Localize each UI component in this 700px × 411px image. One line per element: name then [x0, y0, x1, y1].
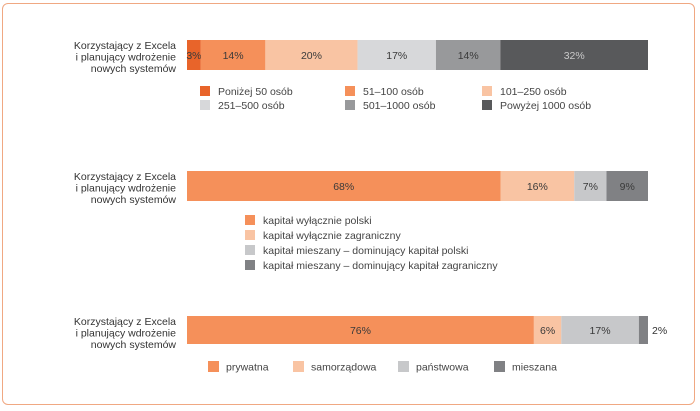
bar-segment	[187, 316, 534, 344]
data-label: 20%	[301, 50, 322, 62]
bar-segment	[638, 316, 648, 344]
category-label: nowych systemów	[91, 339, 177, 351]
bar-segment	[533, 316, 562, 344]
legend-swatch	[345, 100, 355, 110]
data-label: 32%	[564, 50, 585, 62]
category-label: i planujący wdrożenie	[76, 183, 177, 195]
data-label: 7%	[583, 181, 598, 193]
legend-swatch	[200, 100, 210, 110]
legend-swatch	[245, 245, 255, 255]
category-label: nowych systemów	[91, 63, 177, 75]
category-label: nowych systemów	[91, 194, 177, 206]
legend-label: 251–500 osób	[218, 100, 285, 112]
category-label: i planujący wdrożenie	[76, 52, 177, 64]
legend-label: kapitał wyłącznie zagraniczny	[263, 230, 401, 242]
legend-swatch	[398, 361, 409, 372]
data-label: 3%	[186, 50, 201, 62]
category-label: Korzystający z Excela	[74, 171, 176, 183]
data-label: 17%	[386, 50, 407, 62]
legend-swatch	[245, 230, 255, 240]
chart-frame	[2, 3, 695, 405]
bar-segment	[561, 316, 639, 344]
category-label: Korzystający z Excela	[74, 40, 176, 52]
legend-swatch	[482, 86, 492, 96]
data-label: 68%	[333, 181, 354, 193]
legend-swatch	[245, 215, 255, 225]
legend-label: 501–1000 osób	[363, 100, 436, 112]
legend-label: 101–250 osób	[500, 86, 567, 98]
category-label: i planujący wdrożenie	[76, 328, 177, 340]
bar-segment	[435, 40, 501, 70]
legend-label: kapitał mieszany – dominujący kapitał po…	[263, 245, 468, 257]
bar-segment	[200, 40, 266, 70]
legend-swatch	[293, 361, 304, 372]
legend-label: kapitał wyłącznie polski	[263, 215, 372, 227]
legend-label: Poniżej 50 osób	[218, 86, 293, 98]
data-label: 14%	[458, 50, 479, 62]
legend-label: państwowa	[416, 362, 469, 374]
data-label: 6%	[540, 325, 555, 337]
bar-segment	[606, 171, 648, 201]
legend-label: mieszana	[512, 362, 557, 374]
bar-segment	[187, 40, 201, 70]
legend-swatch	[345, 86, 355, 96]
legend-label: kapitał mieszany – dominujący kapitał za…	[263, 260, 498, 272]
bar-segment	[574, 171, 607, 201]
bar-segment	[500, 171, 575, 201]
category-label: Korzystający z Excela	[74, 316, 176, 328]
bar-segment	[187, 171, 501, 201]
bar-segment	[265, 40, 358, 70]
legend-swatch	[245, 260, 255, 270]
legend-swatch	[200, 86, 210, 96]
bar-segment	[500, 40, 648, 70]
legend-swatch	[482, 100, 492, 110]
data-label: 14%	[223, 50, 244, 62]
legend-label: samorządowa	[311, 362, 377, 374]
bar-segment	[357, 40, 436, 70]
legend-label: prywatna	[226, 362, 269, 374]
data-label: 16%	[527, 181, 548, 193]
data-label: 76%	[350, 325, 371, 337]
data-label: 17%	[590, 325, 611, 337]
legend-swatch	[494, 361, 505, 372]
data-label: 9%	[620, 181, 635, 193]
legend-label: Powyżej 1000 osób	[500, 100, 591, 112]
legend-label: 51–100 osób	[363, 86, 424, 98]
legend-swatch	[208, 361, 219, 372]
data-label: 2%	[652, 325, 667, 337]
